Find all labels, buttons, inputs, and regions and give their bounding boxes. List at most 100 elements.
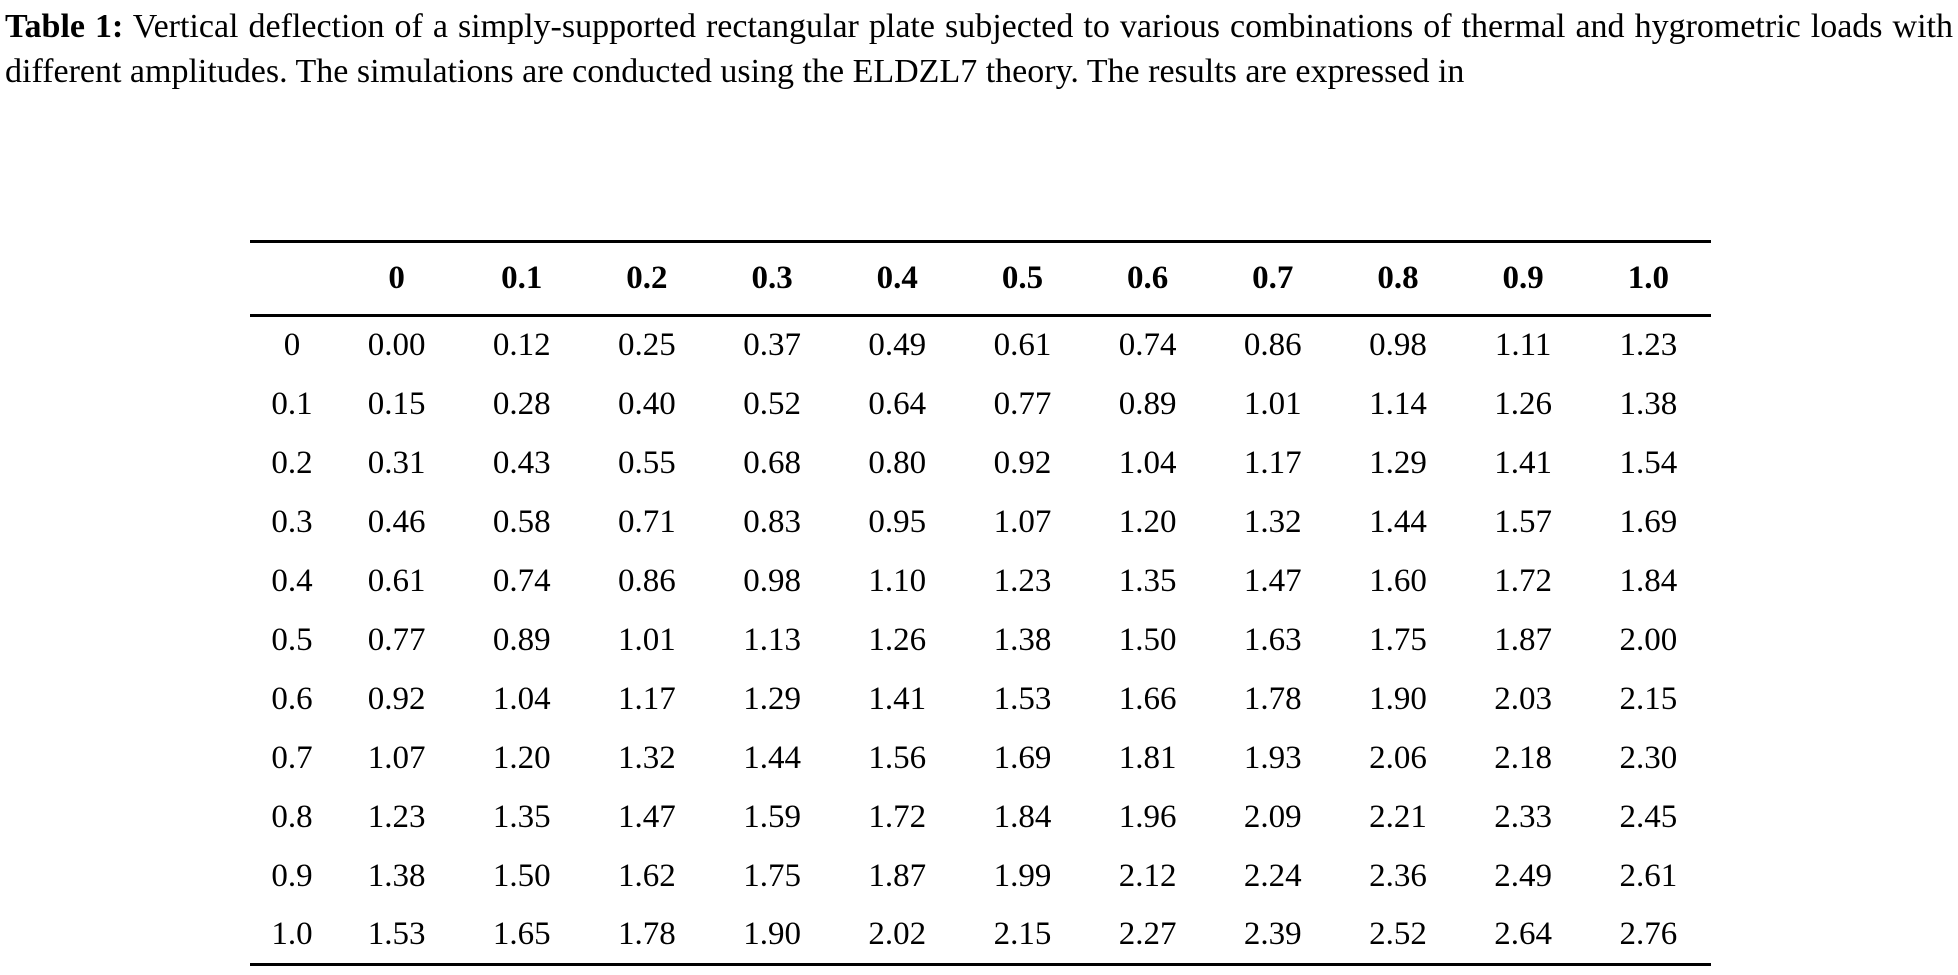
value-cell: 1.87	[868, 857, 927, 894]
caption-text: Vertical deflection of a simply-supporte…	[5, 8, 1954, 90]
value-cell: 1.78	[1243, 680, 1302, 717]
value-cell: 2.39	[1243, 915, 1302, 952]
table-row: 0.5 0.77 0.89 1.01 1.13 1.26 1.38 1.50 1.63 1.75 1…	[250, 611, 1711, 670]
value-cell: 0.92	[367, 680, 426, 717]
value-cell: 1.01	[1243, 385, 1302, 422]
value-cell: 1.17	[1243, 444, 1302, 481]
col-header: 0.2	[584, 241, 710, 317]
row-header: 0.4	[271, 562, 313, 599]
value-cell: 1.96	[1118, 798, 1177, 835]
value-cell: 1.84	[993, 798, 1052, 835]
value-cell: 1.29	[743, 680, 801, 717]
value-cell: 0.46	[367, 503, 426, 540]
value-cell: 1.75	[1369, 621, 1427, 658]
value-cell: 0.64	[868, 385, 927, 422]
value-cell: 1.54	[1619, 444, 1678, 481]
value-cell: 1.26	[1494, 385, 1552, 422]
deflection-table: 0 0.1 0.2 0.3 0.4 0.5 0.6 0.7 0.8 0.9 1.0 0 0.00 0.1…	[250, 240, 1711, 966]
value-cell: 1.38	[993, 621, 1052, 658]
value-cell: 0.37	[743, 327, 801, 364]
value-cell: 0.86	[1243, 327, 1302, 364]
value-cell: 2.15	[1619, 680, 1678, 717]
value-cell: 2.06	[1369, 739, 1427, 776]
value-cell: 2.03	[1494, 680, 1552, 717]
value-cell: 0.61	[367, 562, 426, 599]
value-cell: 1.44	[1369, 503, 1427, 540]
value-cell: 0.71	[618, 503, 676, 540]
table-head: 0 0.1 0.2 0.3 0.4 0.5 0.6 0.7 0.8 0.9 1.0	[250, 241, 1711, 317]
row-header: 0.1	[271, 385, 313, 422]
value-cell: 1.90	[1369, 680, 1427, 717]
value-cell: 0.68	[743, 444, 801, 481]
value-cell: 1.13	[743, 621, 801, 658]
value-cell: 1.59	[743, 798, 801, 835]
value-cell: 0.89	[1118, 385, 1177, 422]
value-cell: 2.64	[1494, 915, 1552, 952]
table-body: 0 0.00 0.12 0.25 0.37 0.49 0.61 0.74 0.86 0.98 1.1…	[250, 316, 1711, 965]
table-row: 0.9 1.38 1.50 1.62 1.75 1.87 1.99 2.12 2.24 2.36 2…	[250, 847, 1711, 906]
value-cell: 0.77	[367, 621, 426, 658]
value-cell: 1.65	[492, 915, 551, 952]
value-cell: 0.12	[492, 327, 551, 364]
value-cell: 0.80	[868, 444, 927, 481]
value-cell: 1.04	[1118, 444, 1177, 481]
table-row: 0.6 0.92 1.04 1.17 1.29 1.41 1.53 1.66 1.78 1.90 2…	[250, 670, 1711, 729]
col-header: 0.4	[834, 241, 960, 317]
value-cell: 1.23	[1619, 327, 1678, 364]
value-cell: 1.44	[743, 739, 801, 776]
value-cell: 1.01	[618, 621, 676, 658]
value-cell: 1.69	[993, 739, 1052, 776]
table-row: 0.4 0.61 0.74 0.86 0.98 1.10 1.23 1.35 1.47 1.60 1…	[250, 552, 1711, 611]
value-cell: 1.38	[1619, 385, 1678, 422]
row-header: 0.6	[271, 680, 313, 717]
value-cell: 1.20	[1118, 503, 1177, 540]
table-container: 0 0.1 0.2 0.3 0.4 0.5 0.6 0.7 0.8 0.9 1.0 0 0.00 0.1…	[250, 240, 1711, 966]
value-cell: 1.07	[367, 739, 426, 776]
table-caption: Table 1: Vertical deflection of a simply…	[5, 4, 1953, 94]
value-cell: 1.47	[618, 798, 676, 835]
col-header: 0	[334, 241, 460, 317]
value-cell: 1.11	[1494, 327, 1552, 364]
value-cell: 1.72	[868, 798, 927, 835]
value-cell: 1.35	[1118, 562, 1177, 599]
value-cell: 1.53	[367, 915, 426, 952]
value-cell: 1.07	[993, 503, 1052, 540]
value-cell: 2.00	[1619, 621, 1678, 658]
value-cell: 1.69	[1619, 503, 1678, 540]
value-cell: 2.49	[1494, 857, 1552, 894]
col-header: 0.7	[1210, 241, 1336, 317]
value-cell: 0.86	[618, 562, 676, 599]
table-row: 0 0.00 0.12 0.25 0.37 0.49 0.61 0.74 0.86 0.98 1.1…	[250, 316, 1711, 375]
value-cell: 2.33	[1494, 798, 1552, 835]
row-header: 0	[283, 327, 301, 364]
value-cell: 1.35	[492, 798, 551, 835]
value-cell: 1.47	[1243, 562, 1302, 599]
value-cell: 2.02	[868, 915, 927, 952]
value-cell: 0.74	[1118, 327, 1177, 364]
corner-cell	[250, 241, 334, 317]
value-cell: 1.93	[1243, 739, 1302, 776]
value-cell: 1.53	[993, 680, 1052, 717]
value-cell: 1.57	[1494, 503, 1552, 540]
value-cell: 2.27	[1118, 915, 1177, 952]
col-header: 0.1	[459, 241, 585, 317]
col-header: 0.8	[1335, 241, 1461, 317]
table-row: 0.8 1.23 1.35 1.47 1.59 1.72 1.84 1.96 2.09 2.21 2…	[250, 788, 1711, 847]
value-cell: 0.31	[367, 444, 426, 481]
value-cell: 1.84	[1619, 562, 1678, 599]
col-header: 0.3	[709, 241, 835, 317]
value-cell: 1.14	[1369, 385, 1427, 422]
value-cell: 1.17	[618, 680, 676, 717]
value-cell: 1.50	[1118, 621, 1177, 658]
value-cell: 2.61	[1619, 857, 1678, 894]
row-header: 0.7	[271, 739, 313, 776]
value-cell: 1.66	[1118, 680, 1177, 717]
value-cell: 2.24	[1243, 857, 1302, 894]
value-cell: 1.56	[868, 739, 927, 776]
table-header-row: 0 0.1 0.2 0.3 0.4 0.5 0.6 0.7 0.8 0.9 1.0	[250, 241, 1711, 317]
value-cell: 1.20	[492, 739, 551, 776]
value-cell: 2.15	[993, 915, 1052, 952]
table-row: 0.1 0.15 0.28 0.40 0.52 0.64 0.77 0.89 1.01 1.14 1…	[250, 375, 1711, 434]
value-cell: 0.28	[492, 385, 551, 422]
col-header: 1.0	[1585, 241, 1711, 317]
